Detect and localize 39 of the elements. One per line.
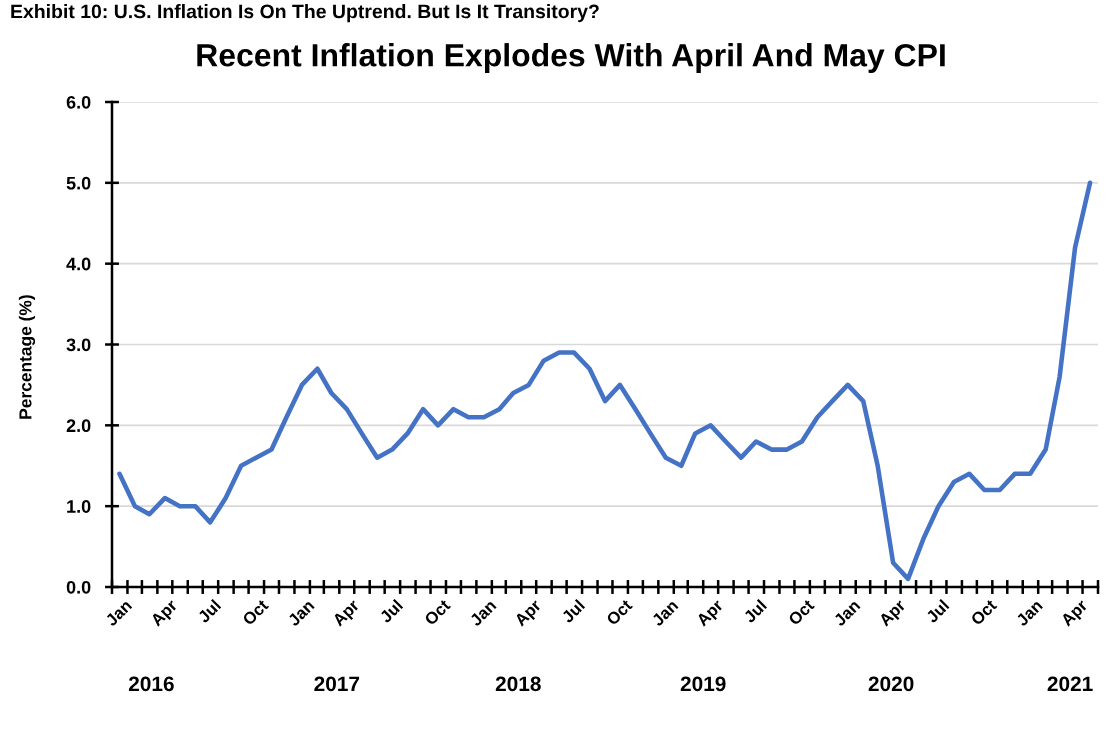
x-tick-label: Jan bbox=[104, 599, 133, 627]
x-tick-label: Jul bbox=[924, 598, 950, 624]
x-tick-label: Oct bbox=[787, 598, 815, 626]
x-tick-label: Oct bbox=[423, 598, 452, 626]
x2-tick-label: 2021 bbox=[1047, 676, 1093, 692]
x-tick-label: Apr bbox=[513, 598, 545, 630]
x-tick-label: Jan bbox=[1015, 599, 1044, 627]
x2-tick-label: 2019 bbox=[680, 676, 726, 692]
line-series bbox=[117, 180, 1093, 582]
y-tick-label: 0.0 bbox=[66, 580, 91, 594]
x-tick-label: Jul bbox=[196, 598, 222, 624]
x2-tick-label: 2016 bbox=[128, 676, 174, 692]
chart-title: Recent Inflation Explodes With April And May CPI bbox=[197, 43, 945, 73]
x-tick-label: Jan bbox=[287, 599, 315, 627]
x-tick-label: Apr bbox=[695, 598, 727, 630]
x-tick-label: Jan bbox=[832, 599, 861, 627]
x-tick-label: Apr bbox=[149, 598, 181, 630]
y-tick-label: 3.0 bbox=[66, 338, 91, 352]
x2-tick-label: 2017 bbox=[314, 676, 360, 692]
y-tick-label: 1.0 bbox=[67, 500, 91, 513]
x-tick-label: Jul bbox=[742, 598, 768, 624]
x-tick-label: Jul bbox=[378, 598, 404, 624]
x-tick-label: Apr bbox=[878, 598, 909, 630]
x-tick-label: Apr bbox=[331, 598, 363, 630]
x-tick-label: Jan bbox=[651, 599, 679, 627]
y-axis-title: Percentage (%) bbox=[18, 295, 36, 419]
y-tick-label: 5.0 bbox=[66, 176, 91, 190]
x2-tick-label: 2018 bbox=[495, 676, 541, 692]
x-tick-label: Jan bbox=[469, 599, 497, 627]
x-tick-label: Oct bbox=[605, 598, 634, 626]
y-tick-label: 4.0 bbox=[66, 257, 91, 271]
y-tick-label: 2.0 bbox=[66, 419, 91, 433]
x-tick-label: Jul bbox=[560, 598, 586, 624]
x-tick-label: Oct bbox=[970, 598, 998, 626]
x-tick-label: Oct bbox=[241, 598, 270, 626]
text: Exhibit 10: U.S. Inflation Is On The Uptrend. But Is It Transitory? bbox=[11, 4, 599, 23]
y-tick-label: 6.0 bbox=[66, 95, 91, 109]
x2-tick-label: 2020 bbox=[868, 676, 914, 692]
x-tick-label: Apr bbox=[1060, 598, 1091, 630]
